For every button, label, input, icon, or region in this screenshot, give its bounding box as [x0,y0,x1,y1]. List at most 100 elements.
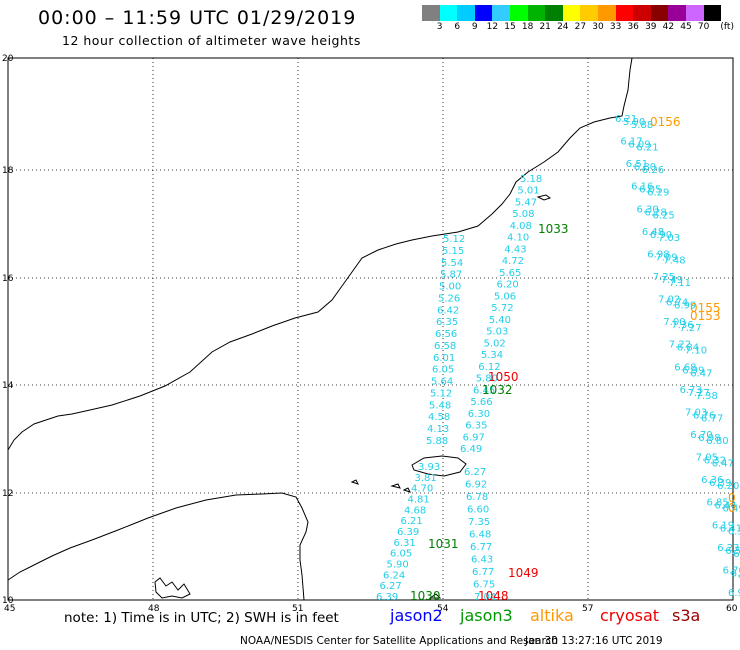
colorbar-label: 70 [697,22,710,32]
pass-time-label: 0155 [690,301,721,315]
wave-height-value: 6.99 [682,365,704,376]
wave-height-value: 7.22 [669,340,691,351]
colorbar-label: 15 [504,22,516,32]
wave-height-value: 4.70 [411,484,433,495]
lon-tick: 54 [437,604,449,614]
wave-height-value: 5.66 [470,397,492,408]
wave-height-value: 6.12 [478,362,500,373]
wave-height-value: 6.80 [706,436,728,447]
pass-time-label: 0 [728,491,736,505]
wave-height-value: 6.56 [435,329,457,340]
wave-height-value: 6.84 [677,343,699,354]
colorbar-labels: 3 6 9 12 15 18 21 24 27 30 33 36 39 42 45 70 (ft) [422,22,740,34]
colorbar-swatch [492,5,510,21]
wave-height-value: 4.43 [504,244,526,255]
altimeter-tracks: 6.215.905.886.176.096.216.516.806.266.16… [376,114,740,603]
wave-height-value: 6.32 [704,456,726,467]
pass-time-label: 1032 [482,383,513,397]
wave-height-value: 6.16 [631,182,653,193]
wave-height-value: 6.27 [380,581,402,592]
wave-height-value: 6.95 [728,588,740,599]
colorbar-swatch [509,5,528,21]
wave-height-value: 6.09 [628,140,650,151]
colorbar-swatch [422,5,440,21]
lon-tick: 60 [726,604,738,614]
wave-height-value: 6.41 [720,523,740,534]
satellite-altika: altika [530,606,574,625]
lon-tick: 51 [292,604,303,614]
wave-height-value: 6.98 [698,433,720,444]
wave-height-value: 6.42 [437,305,459,316]
wave-height-value: 5.87 [440,270,462,281]
map-frame [7,57,734,601]
wave-height-value: 7.25 [653,272,675,283]
wave-height-value: 6.21 [615,114,637,125]
lat-tick: 20 [2,54,14,64]
wave-height-value: 5.12 [430,389,452,400]
wave-height-value: 5.64 [431,377,453,388]
colorbar-swatch [545,5,563,21]
wave-height-value: 7.35 [468,517,490,528]
wave-height-value: 6.49 [723,504,740,515]
wave-height-value: 6.17 [620,137,642,148]
wave-height-value: 6.01 [433,353,455,364]
pass-time-label: 0 [728,501,736,515]
colorbar-swatch [633,5,651,21]
grid-lines [8,58,733,600]
colorbar-label: 18 [521,22,534,32]
wave-height-value: 5.00 [439,282,461,293]
wave-height-value: 6.35 [436,317,458,328]
wave-height-value: 5.88 [426,436,448,447]
wave-height-value: 4.58 [428,412,450,423]
lon-tick: 45 [4,604,15,614]
colorbar-swatch [597,5,616,21]
wave-height-value: 7.05 [696,453,718,464]
wave-height-value: 5.72 [491,303,513,314]
colorbar-swatch [650,5,669,21]
wave-height-value: 5.26 [438,293,460,304]
wave-height-value: 7.27 [679,323,701,334]
wave-height-value: 6.28 [645,207,667,218]
wave-height-value: 5.02 [484,338,506,349]
colorbar-swatch [562,5,581,21]
wave-height-value: 7.49 [661,275,683,286]
wave-height-value: 6.78 [466,492,488,503]
wave-height-value: 6.98 [647,249,669,260]
wave-height-value: 6.77 [701,413,723,424]
colorbar-label: 24 [557,22,569,32]
colorbar-swatch [703,5,722,21]
wave-height-value: 6.19 [712,520,734,531]
lon-tick: 57 [582,604,593,614]
wave-height-value: 6.24 [383,570,405,581]
wave-height-value: 7.00 [663,317,685,328]
colorbar-swatch [457,5,475,21]
lat-tick: 16 [2,274,14,284]
wave-height-value: 6.05 [432,365,454,376]
wave-height-value: 6.77 [739,571,740,582]
wave-height-value: 4.72 [502,256,524,267]
wave-height-value: 6.29 [647,188,669,199]
wave-height-value: 5.06 [494,291,516,302]
lat-tick: 12 [2,489,13,499]
wave-height-value: 5.18 [520,174,542,185]
wave-height-value: 6.82 [731,568,740,579]
wave-height-value: 6.05 [639,185,661,196]
wave-height-value: 5.47 [515,198,537,209]
coastline [7,57,633,601]
wave-height-value: 6.39 [397,527,419,538]
wave-height-value: 6.23 [717,543,739,554]
colorbar-label: 42 [662,22,675,32]
wave-height-value: 6.05 [390,549,412,560]
colorbar-swatch [439,5,458,21]
colorbar-label: 12 [486,22,499,32]
wave-height-value: 6.47 [712,459,734,470]
wave-height-value: 4.13 [427,424,449,435]
wave-height-value: 7.02 [658,295,680,306]
wave-height-value: 6.21 [636,143,658,154]
wave-height-value: 4.08 [510,221,532,232]
colorbar-swatch [527,5,546,21]
satellite-s3a: s3a [672,606,701,625]
pass-time-label: 1049 [508,566,539,580]
wave-height-value: 6.97 [463,432,485,443]
wave-height-value: 7.27 [688,388,710,399]
